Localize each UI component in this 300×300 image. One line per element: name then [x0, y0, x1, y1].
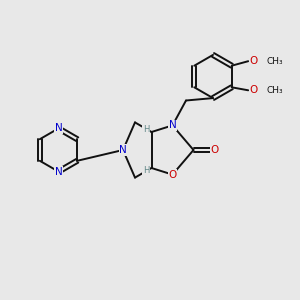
Text: O: O — [168, 169, 177, 180]
Text: N: N — [55, 167, 62, 177]
Text: H: H — [143, 125, 149, 134]
Text: CH₃: CH₃ — [267, 86, 284, 95]
Text: N: N — [119, 145, 127, 155]
Text: N: N — [55, 123, 62, 134]
Text: O: O — [250, 56, 258, 66]
Text: N: N — [169, 120, 176, 130]
Text: O: O — [250, 85, 258, 95]
Text: O: O — [210, 145, 219, 155]
Text: CH₃: CH₃ — [267, 57, 284, 66]
Text: H: H — [143, 166, 149, 175]
